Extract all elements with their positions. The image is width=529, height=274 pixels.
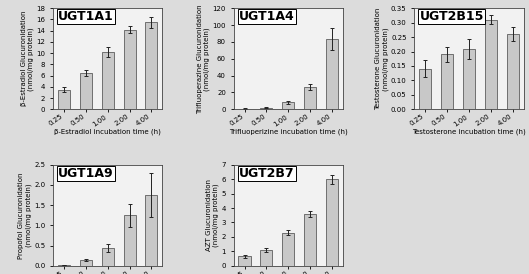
Bar [80, 260, 92, 266]
Bar [485, 20, 497, 109]
Bar [304, 87, 316, 109]
Bar [507, 34, 519, 109]
Text: UGT1A1: UGT1A1 [58, 10, 114, 23]
Bar [260, 107, 272, 109]
Bar [282, 102, 294, 109]
Bar [145, 22, 158, 109]
Text: UGT1A9: UGT1A9 [58, 167, 114, 180]
X-axis label: β-Estradiol incubation time (h): β-Estradiol incubation time (h) [54, 129, 161, 135]
Bar [282, 233, 294, 266]
Bar [102, 52, 114, 109]
X-axis label: Testosterone incubation time (h): Testosterone incubation time (h) [412, 129, 526, 135]
Bar [58, 90, 70, 109]
Bar [260, 250, 272, 266]
X-axis label: Trifluoperizine incubation time (h): Trifluoperizine incubation time (h) [229, 129, 348, 135]
Y-axis label: Testosterone Glucuronidation
(nmol/mg protein): Testosterone Glucuronidation (nmol/mg pr… [375, 7, 389, 110]
Y-axis label: AZT Glucuronidation
(nmol/mg protein): AZT Glucuronidation (nmol/mg protein) [206, 179, 220, 251]
Bar [239, 256, 251, 266]
Bar [80, 73, 92, 109]
Y-axis label: β-Estradiol Glucuronidation
(nmol/mg protein): β-Estradiol Glucuronidation (nmol/mg pro… [21, 11, 34, 107]
Text: UGT2B15: UGT2B15 [419, 10, 484, 23]
Bar [145, 195, 158, 266]
Bar [419, 69, 431, 109]
Bar [124, 30, 135, 109]
Bar [463, 48, 475, 109]
Text: UGT2B7: UGT2B7 [239, 167, 295, 180]
Bar [304, 214, 316, 266]
Bar [441, 55, 453, 109]
Text: UGT1A4: UGT1A4 [239, 10, 295, 23]
Y-axis label: Propofol Glucuronidation
(nmol/mg protein): Propofol Glucuronidation (nmol/mg protei… [19, 172, 32, 259]
Bar [58, 265, 70, 266]
Y-axis label: Trifluoperazine Glucuronidation
(nmol/mg protein): Trifluoperazine Glucuronidation (nmol/mg… [197, 4, 211, 113]
Bar [326, 39, 338, 109]
Bar [326, 179, 338, 266]
Bar [124, 215, 135, 266]
Bar [102, 248, 114, 266]
